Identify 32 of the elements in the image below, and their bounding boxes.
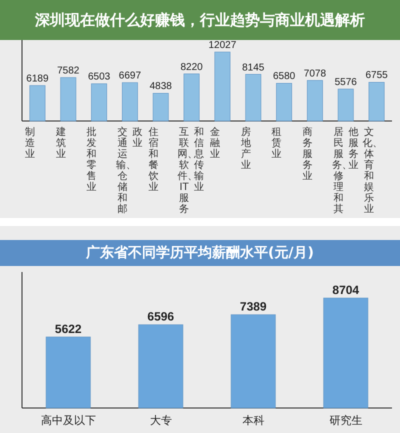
data-label: 5576	[334, 77, 358, 88]
data-label: 4838	[150, 81, 172, 92]
data-label: 7389	[240, 300, 267, 314]
x-tick-label: 建筑业	[54, 127, 67, 162]
data-label: 6580	[272, 71, 296, 82]
x-tick-label: 研究生	[328, 413, 364, 428]
chart-title: 深圳现在做什么好赚钱，行业趋势与商业机遇解析	[0, 0, 400, 40]
x-tick-label: 房地产业	[240, 127, 252, 173]
data-label: 12027	[208, 40, 237, 51]
category-label: 交通运输、仓储和邮政业	[116, 127, 142, 215]
data-label: 6503	[88, 72, 111, 83]
x-tick-label: 高中及以下	[40, 413, 97, 428]
x-tick-label: 租赁业	[270, 127, 283, 162]
data-label: 6697	[118, 70, 142, 82]
x-tick-label: 住宿和餐饮业	[147, 127, 160, 195]
data-label: 8220	[180, 62, 204, 73]
chart-title: 广东省不同学历平均薪酬水平(元/月)	[0, 240, 400, 266]
data-label: 7582	[57, 66, 80, 76]
data-label: 5622	[54, 322, 82, 336]
x-tick-label: 大专	[148, 413, 173, 428]
data-label: 7078	[304, 68, 326, 80]
data-label: 8145	[242, 62, 265, 74]
x-tick-label: 本科	[241, 413, 266, 428]
data-label: 6755	[365, 70, 388, 82]
x-tick-label: 文化、体育和娱乐业	[362, 127, 384, 215]
x-tick-label: 制造业	[24, 127, 36, 162]
x-tick-label: 批发和零售业	[86, 127, 98, 195]
x-tick-label: 商务服务业	[301, 127, 314, 184]
data-label: 6596	[147, 310, 174, 324]
data-label: 6189	[26, 73, 49, 84]
data-label: 8704	[332, 283, 360, 297]
x-tick-label: 金融业	[208, 127, 221, 162]
